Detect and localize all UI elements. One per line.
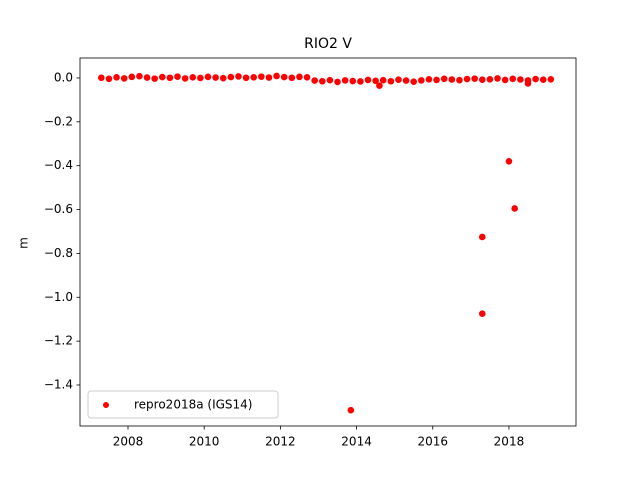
plot-frame	[79, 57, 577, 427]
scatter-point	[143, 74, 151, 81]
y-tick-label: −0.6	[44, 202, 73, 216]
scatter-point	[505, 157, 513, 165]
scatter-point	[265, 74, 273, 81]
scatter-point	[235, 73, 242, 80]
x-tick-label: 2016	[417, 435, 448, 449]
scatter-point	[379, 76, 387, 84]
scatter-point	[318, 77, 326, 85]
scatter-point	[227, 73, 235, 81]
scatter-point	[364, 76, 372, 84]
scatter-point	[136, 72, 143, 80]
scatter-point	[349, 77, 357, 85]
scatter-point	[387, 77, 395, 85]
scatter-point	[105, 75, 113, 83]
scatter-point	[258, 73, 265, 80]
scatter-point	[212, 74, 219, 81]
scatter-point	[128, 73, 136, 81]
x-tick-label: 2010	[189, 435, 220, 449]
scatter-point	[456, 76, 463, 84]
scatter-point	[303, 73, 311, 81]
chart-title: RIO2 V	[304, 36, 352, 52]
scatter-point	[204, 73, 212, 81]
legend-marker	[103, 402, 109, 408]
x-tick-label: 2018	[494, 435, 525, 449]
y-axis-label: m	[17, 237, 31, 249]
scatter-point	[494, 75, 501, 82]
scatter-point	[113, 73, 120, 81]
scatter-point	[158, 73, 166, 81]
scatter-point	[433, 76, 440, 84]
y-tick-label: −1.4	[44, 377, 73, 391]
scatter-point	[486, 75, 494, 83]
scatter-point	[311, 77, 318, 84]
scatter-point	[425, 75, 433, 83]
scatter-point	[273, 72, 280, 80]
scatter-point	[334, 78, 341, 86]
x-tick-label: 2012	[265, 435, 296, 449]
scatter-point	[517, 76, 524, 83]
scatter-point	[166, 74, 174, 82]
scatter-point	[395, 76, 402, 84]
scatter-point	[509, 75, 517, 83]
y-tick-label: −1.0	[44, 290, 73, 304]
scatter-point	[288, 74, 296, 82]
scatter-point	[478, 233, 486, 241]
legend-box	[87, 390, 279, 419]
scatter-point	[532, 75, 539, 83]
scatter-point	[120, 75, 128, 82]
scatter-point	[402, 77, 410, 84]
scatter-point	[448, 76, 456, 83]
scatter-point	[250, 73, 258, 81]
legend-label: repro2018a (IGS14)	[134, 398, 252, 412]
scatter-point	[372, 77, 379, 85]
y-tick-label: 0.0	[54, 70, 73, 84]
scatter-point	[242, 74, 250, 82]
scatter-point	[347, 406, 355, 414]
scatter-point	[174, 73, 181, 80]
scatter-point	[511, 205, 518, 212]
x-tick-label: 2008	[113, 435, 144, 449]
scatter-point	[410, 78, 418, 85]
scatter-point	[151, 75, 158, 82]
scatter-point	[478, 310, 486, 318]
scatter-point	[463, 75, 471, 83]
x-tick-label: 2014	[341, 435, 372, 449]
scatter-point	[539, 76, 547, 84]
y-tick-label: −0.2	[44, 114, 73, 128]
scatter-point	[501, 76, 509, 84]
scatter-point	[296, 73, 303, 81]
y-tick-label: −0.4	[44, 158, 73, 172]
scatter-point	[357, 78, 364, 85]
scatter-point	[181, 75, 189, 82]
scatter-point	[418, 77, 425, 84]
y-tick-label: −0.8	[44, 246, 73, 260]
scatter-point	[478, 76, 486, 84]
scatter-point	[471, 75, 478, 82]
scatter-point	[524, 80, 532, 87]
scatter-point	[280, 73, 288, 81]
scatter-point	[440, 75, 448, 83]
scatter-point	[547, 75, 555, 83]
scatter-point	[376, 82, 383, 89]
scatter-point	[326, 76, 334, 84]
scatter-point	[219, 74, 227, 82]
scatter-point	[189, 73, 197, 81]
scatter-point	[98, 74, 105, 82]
scatter-point	[197, 74, 204, 82]
y-tick-label: −1.2	[44, 334, 73, 348]
scatter-point	[341, 77, 349, 84]
